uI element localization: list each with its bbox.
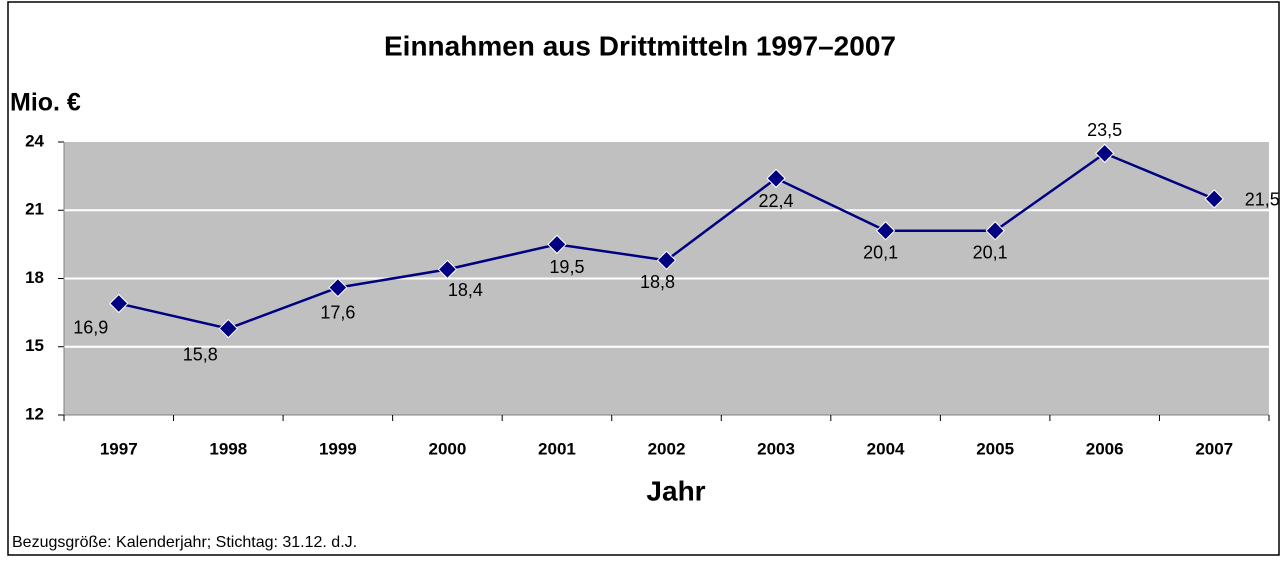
x-tick-label: 1999 <box>319 439 357 458</box>
y-tick-label: 21 <box>25 200 44 219</box>
marker <box>985 221 1005 241</box>
chart-title: Einnahmen aus Drittmitteln 1997–2007 <box>384 30 896 61</box>
marker <box>766 168 786 189</box>
x-tick-label: 2003 <box>757 439 795 458</box>
x-tick-label: 1997 <box>100 439 138 458</box>
data-label: 19,5 <box>549 257 584 277</box>
data-label: 21,5 <box>1245 190 1280 210</box>
data-label: 20,1 <box>863 242 898 262</box>
marker <box>218 318 239 339</box>
data-label: 15,8 <box>183 344 218 364</box>
x-tick-label: 2001 <box>538 439 576 458</box>
marker <box>1204 189 1224 209</box>
marker <box>547 234 567 255</box>
marker <box>437 259 458 280</box>
data-label: 18,4 <box>448 280 483 300</box>
marker <box>109 293 129 314</box>
y-tick-label: 24 <box>25 131 44 150</box>
footnote: Bezugsgröße: Kalenderjahr; Stichtag: 31.… <box>12 534 357 551</box>
x-tick-label: 2005 <box>976 439 1014 458</box>
x-tick-label: 2007 <box>1195 439 1233 458</box>
marker <box>875 221 896 241</box>
data-label: 18,8 <box>640 272 675 292</box>
y-tick-label: 12 <box>25 404 44 423</box>
marker <box>656 250 677 271</box>
marker <box>1094 143 1115 164</box>
x-tick-label: 1998 <box>209 439 247 458</box>
data-label: 23,5 <box>1087 120 1122 140</box>
data-label: 16,9 <box>73 317 108 337</box>
y-tick-label: 18 <box>25 268 44 287</box>
x-tick-label: 2002 <box>648 439 686 458</box>
marker <box>328 277 348 298</box>
y-axis-label: Mio. € <box>10 89 81 117</box>
x-tick-label: 2004 <box>867 439 905 458</box>
data-label: 20,1 <box>973 242 1008 262</box>
data-label: 17,6 <box>320 302 355 322</box>
x-tick-label: 2006 <box>1086 439 1124 458</box>
y-tick-label: 15 <box>25 336 44 355</box>
data-label: 22,4 <box>759 191 794 211</box>
x-axis-label: Jahr <box>646 475 705 506</box>
x-tick-label: 2000 <box>428 439 466 458</box>
